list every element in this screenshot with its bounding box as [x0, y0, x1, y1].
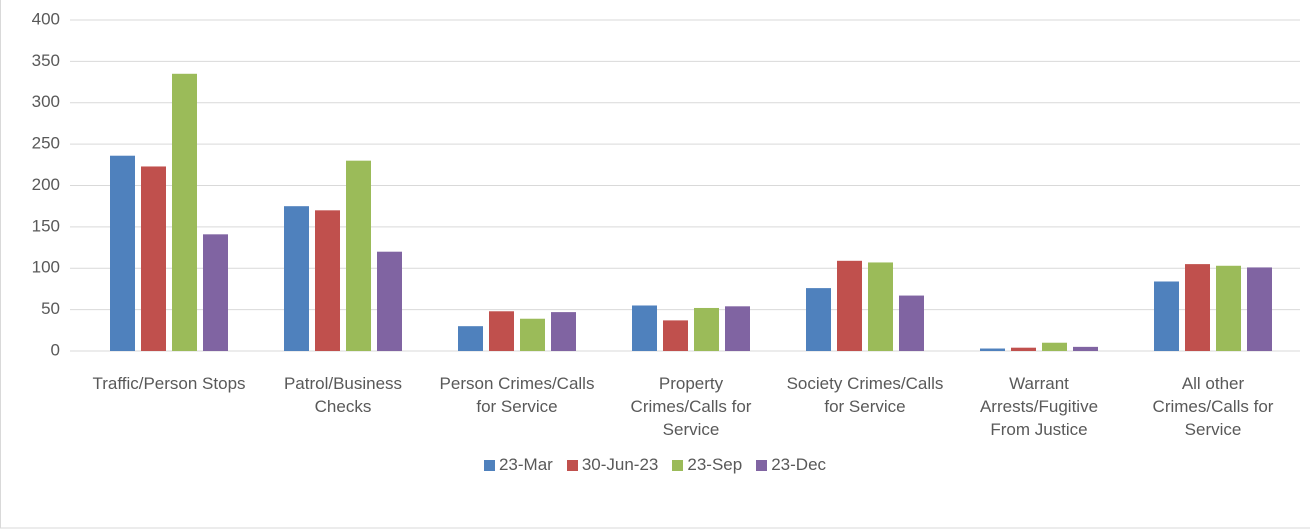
bar	[315, 210, 340, 351]
y-tick-label: 350	[32, 51, 60, 70]
legend-label: 23-Sep	[687, 455, 743, 474]
y-tick-label: 400	[32, 9, 60, 28]
legend-swatch	[756, 459, 768, 471]
x-tick-label: All other Crimes/Calls for Service	[1152, 374, 1274, 439]
bar	[1011, 347, 1036, 351]
bar	[346, 160, 371, 351]
legend-swatch	[672, 459, 684, 471]
y-tick-label: 300	[32, 92, 60, 111]
bar	[141, 166, 166, 351]
y-tick-label: 200	[32, 175, 60, 194]
bar	[377, 251, 402, 351]
bar	[663, 320, 688, 351]
bar	[868, 262, 893, 351]
bar	[203, 234, 228, 351]
legend-item: 30-Jun-23	[566, 455, 659, 475]
x-tick-label: Patrol/Business Checks	[283, 374, 403, 416]
bar	[1247, 267, 1272, 351]
legend-swatch	[566, 459, 578, 471]
bar	[806, 288, 831, 351]
bar	[725, 306, 750, 351]
legend-label: 23-Mar	[498, 455, 553, 474]
legend-label: 23-Dec	[771, 455, 827, 474]
x-tick-label: Warrant Arrests/Fugitive From Justice	[979, 374, 1099, 439]
bar	[837, 260, 862, 351]
x-tick-label: Society Crimes/Calls for Service	[786, 374, 944, 416]
bar	[899, 295, 924, 351]
bar	[1185, 264, 1210, 351]
bar	[458, 326, 483, 351]
y-tick-label: 150	[32, 216, 60, 235]
bar	[1154, 281, 1179, 351]
y-tick-label: 50	[41, 299, 60, 318]
bar	[1042, 342, 1067, 351]
legend-item: 23-Sep	[672, 455, 742, 475]
bar	[1216, 265, 1241, 351]
x-tick-label: Property Crimes/Calls for Service	[630, 374, 752, 439]
bar	[520, 318, 545, 351]
bar	[980, 348, 1005, 351]
bar	[284, 206, 309, 351]
legend-swatch	[483, 459, 495, 471]
bar	[1073, 346, 1098, 351]
bar	[694, 307, 719, 351]
y-tick-label: 0	[51, 340, 60, 359]
legend-item: 23-Mar	[483, 455, 553, 475]
bar	[110, 155, 135, 351]
x-tick-label: Traffic/Person Stops	[92, 374, 246, 393]
bar	[632, 305, 657, 351]
y-tick-label: 100	[32, 258, 60, 277]
y-tick-label: 250	[32, 134, 60, 153]
bar	[172, 73, 197, 351]
bar	[489, 311, 514, 351]
legend-item: 23-Dec	[756, 455, 826, 475]
legend: 23-Mar 30-Jun-23 23-Sep 23-Dec	[0, 455, 1310, 475]
bar	[551, 312, 576, 351]
legend-label: 30-Jun-23	[581, 455, 659, 474]
x-tick-label: Person Crimes/Calls for Service	[439, 374, 595, 416]
